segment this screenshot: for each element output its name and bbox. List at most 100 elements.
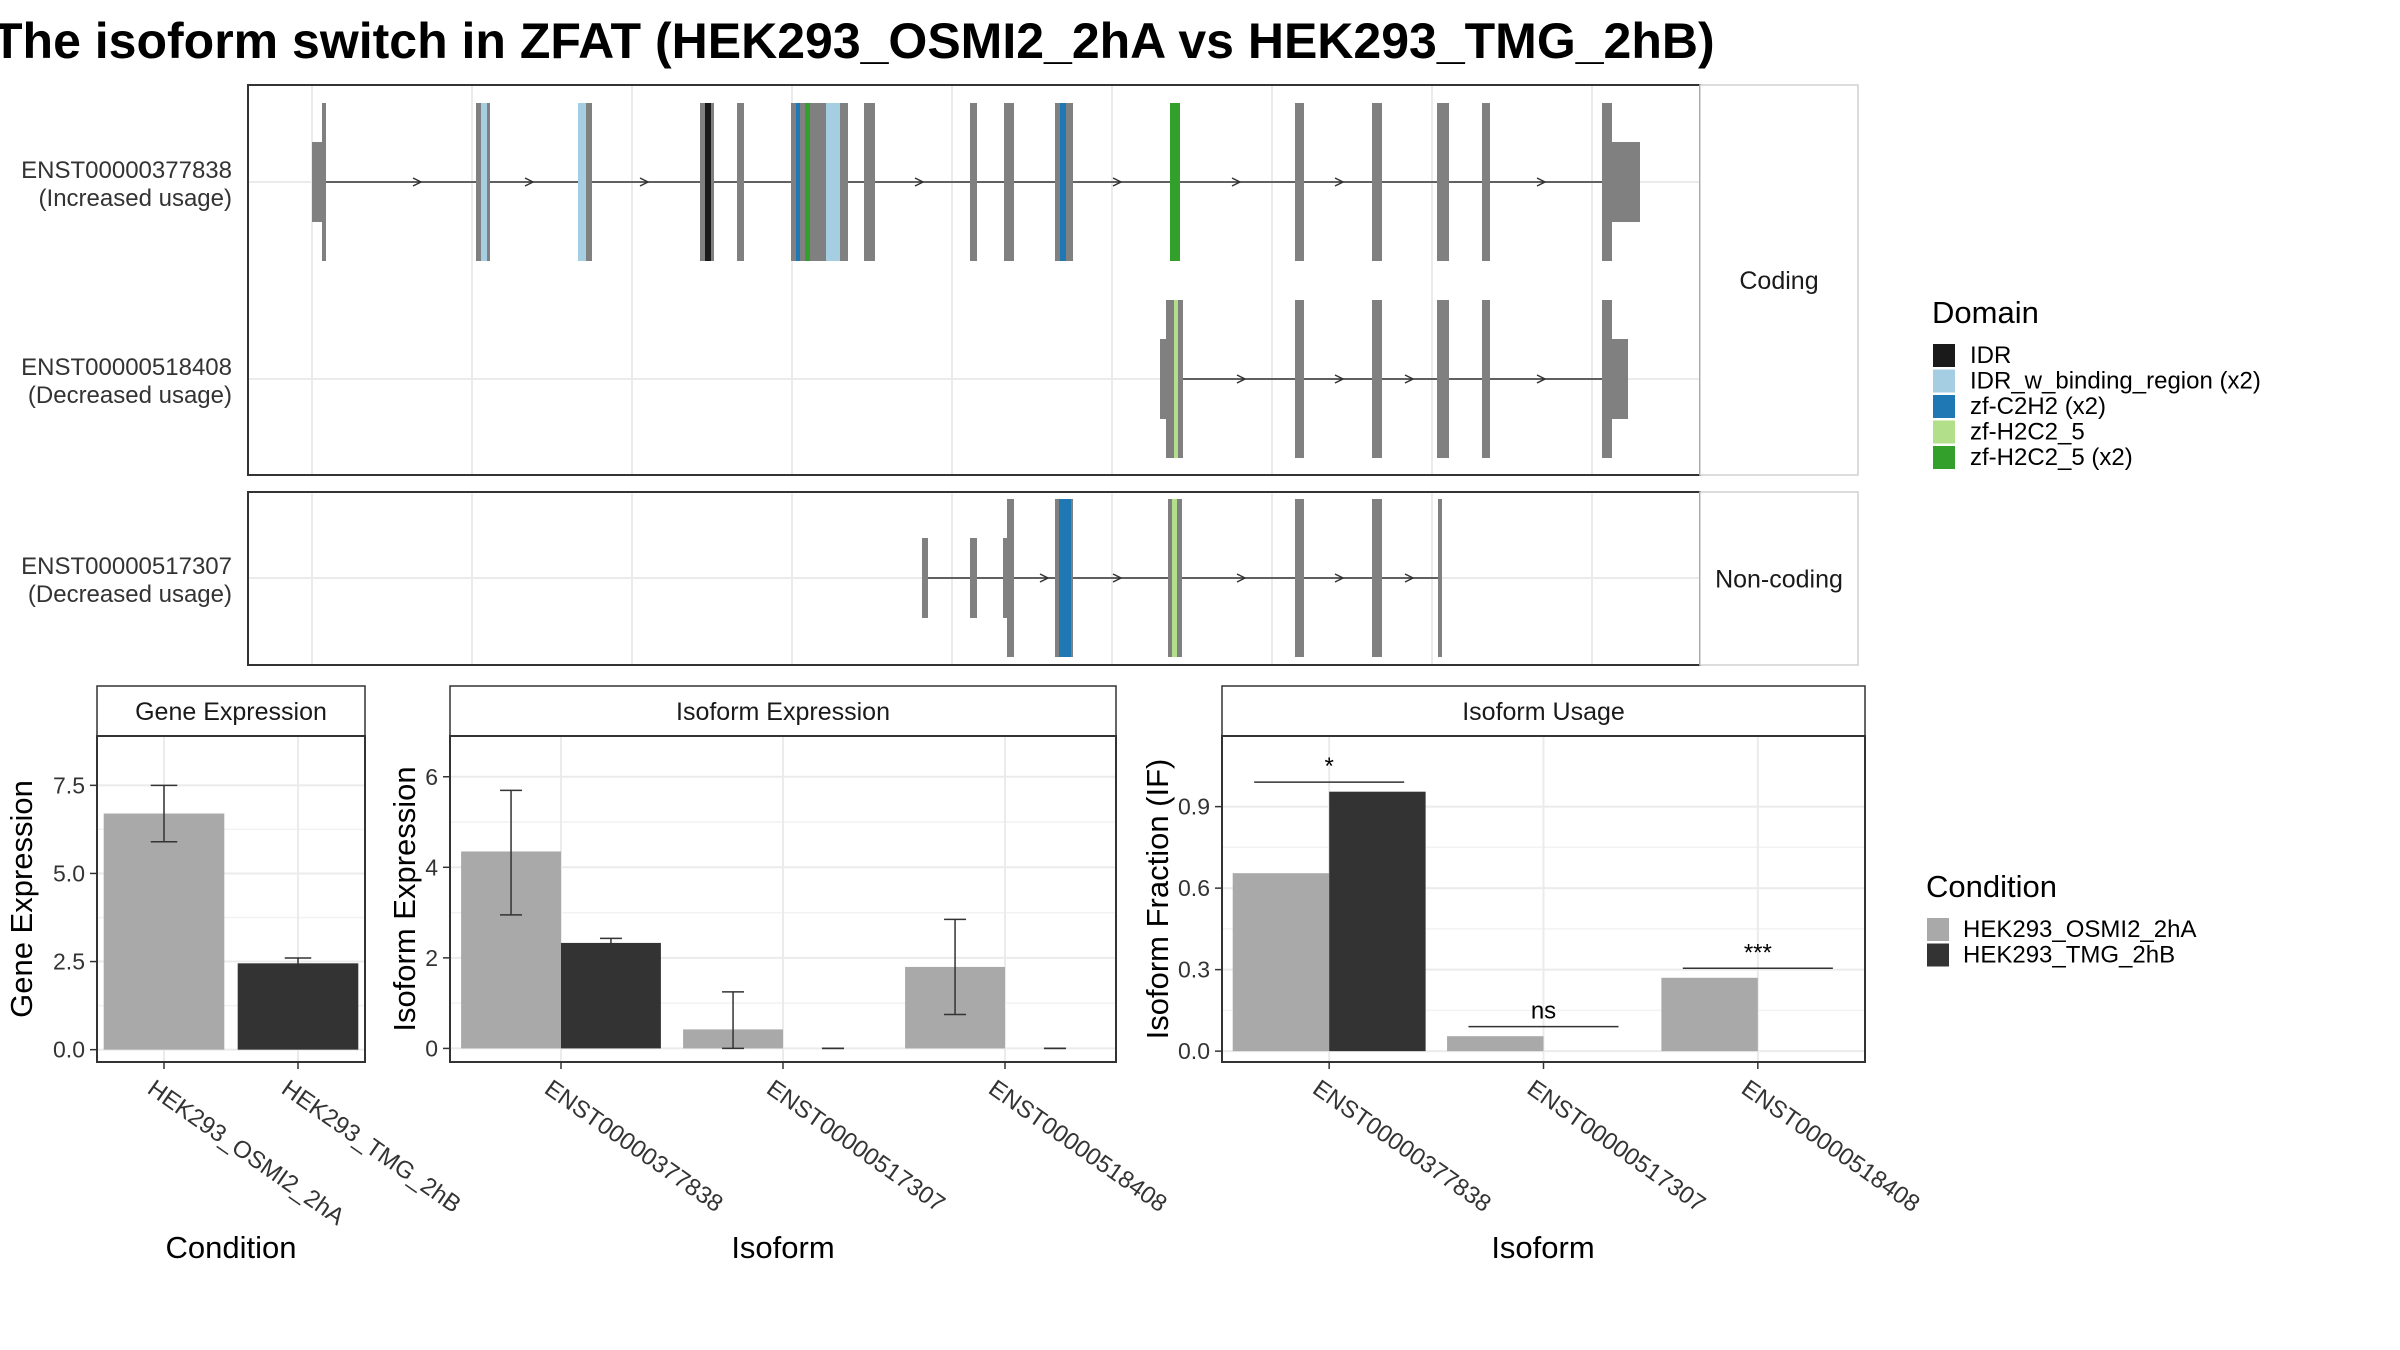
y-tick-label: 2.5 [53, 949, 85, 975]
exon-segment [1172, 499, 1177, 657]
exon-segment [711, 103, 714, 261]
exon-segment [1295, 300, 1304, 458]
bar [561, 942, 661, 1049]
exon-segment [1612, 339, 1628, 419]
legend-label: zf-H2C2_5 [1970, 419, 2085, 446]
exon-segment [1003, 538, 1007, 618]
exon-segment [796, 103, 800, 261]
direction-arrow [1404, 573, 1415, 583]
exon-segment [1437, 300, 1449, 458]
x-tick-label: ENST00000377838 [540, 1075, 728, 1218]
exon-segment [1177, 499, 1182, 657]
exon-segment [1437, 103, 1449, 261]
bar [103, 813, 225, 1050]
transcript-id: ENST00000517307 [21, 553, 232, 580]
direction-arrow [524, 177, 535, 187]
panel-strip-label: Gene Expression [135, 698, 327, 726]
direction-arrow [914, 177, 925, 187]
x-tick-label: ENST00000518408 [984, 1075, 1172, 1218]
x-tick-label: ENST00000517307 [1522, 1075, 1710, 1218]
direction-arrow [639, 177, 650, 187]
exon-segment [1060, 103, 1066, 261]
exon-segment [1482, 300, 1490, 458]
exon-segment [1004, 103, 1014, 261]
x-tick-label: ENST00000517307 [762, 1075, 950, 1218]
panel-strip [1221, 685, 1866, 737]
y-tick-label: 2 [425, 945, 438, 971]
legend-swatch [1933, 420, 1955, 444]
legend-label: zf-C2H2 (x2) [1970, 393, 2106, 420]
exon-segment [1295, 103, 1304, 261]
group-strip [1699, 84, 1859, 476]
direction-arrow [1334, 374, 1345, 384]
y-axis-label: Isoform Expression [387, 766, 422, 1031]
direction-arrow [1536, 177, 1547, 187]
exon-segment [840, 103, 848, 261]
legend-label: zf-H2C2_5 (x2) [1970, 444, 2133, 471]
exon-segment [578, 103, 586, 261]
exon-segment [586, 103, 592, 261]
y-tick-label: 0 [425, 1035, 438, 1061]
panel-strip [449, 685, 1117, 737]
exon-segment [322, 103, 326, 261]
direction-arrow [1334, 177, 1345, 187]
x-axis-label: Condition [166, 1230, 297, 1265]
direction-arrow [1112, 573, 1123, 583]
group-strip [1699, 491, 1859, 666]
exon-segment [1602, 103, 1612, 261]
y-tick-label: 0.0 [1178, 1038, 1210, 1064]
y-axis-label: Isoform Fraction (IF) [1140, 759, 1175, 1040]
exon-segment [1170, 103, 1180, 261]
x-axis-label: Isoform [1491, 1230, 1594, 1265]
bar [237, 963, 359, 1050]
y-tick-label: 0.0 [53, 1037, 85, 1063]
exon-segment [922, 538, 928, 618]
direction-arrow [1112, 177, 1123, 187]
exon-segment [1166, 300, 1174, 458]
legend-label: HEK293_TMG_2hB [1963, 942, 2175, 969]
legend-swatch [1933, 446, 1955, 469]
panel-strip-label: Isoform Expression [676, 698, 890, 726]
legend-swatch [1933, 369, 1955, 393]
x-tick-label: ENST00000518408 [1736, 1075, 1924, 1218]
direction-arrow [1334, 573, 1345, 583]
y-tick-label: 0.9 [1178, 794, 1210, 820]
y-tick-label: 0.6 [1178, 875, 1210, 901]
bar [1447, 1036, 1544, 1052]
exon-segment [1066, 103, 1073, 261]
x-tick-label: ENST00000377838 [1308, 1075, 1496, 1218]
exon-segment [481, 103, 487, 261]
panel-strip [96, 685, 366, 737]
exon-segment [1055, 103, 1060, 261]
direction-arrow [1236, 374, 1247, 384]
exon-segment [476, 103, 481, 261]
exon-segment [1438, 499, 1442, 657]
exon-segment [1372, 103, 1382, 261]
direction-arrow [1536, 374, 1547, 384]
exon-segment [864, 103, 875, 261]
transcript-id: ENST00000377838 [21, 157, 232, 184]
group-label: Non-coding [1715, 566, 1843, 594]
legend-swatch [1933, 395, 1955, 418]
legend-title: Condition [1926, 869, 2057, 904]
y-axis-label: Gene Expression [4, 780, 39, 1018]
exon-segment [705, 103, 711, 261]
exon-segment [826, 103, 840, 261]
significance-label: * [1324, 753, 1333, 780]
expression-bar-charts: Gene Expression0.02.55.07.5HEK293_OSMI2_… [4, 685, 1925, 1265]
exon-segment [800, 103, 805, 261]
transcript-usage: (Decreased usage) [28, 581, 232, 608]
significance-label: *** [1744, 939, 1772, 966]
exon-segment [810, 103, 826, 261]
legend-label: IDR [1970, 342, 2011, 369]
y-tick-label: 7.5 [53, 772, 85, 798]
panel-border [449, 735, 1117, 1063]
exon-segment [791, 103, 796, 261]
panel-border [96, 735, 366, 1063]
transcript-usage: (Decreased usage) [28, 382, 232, 409]
legend-swatch [1927, 918, 1949, 941]
exon-segment [1612, 142, 1640, 222]
panel-border [1221, 735, 1866, 1063]
